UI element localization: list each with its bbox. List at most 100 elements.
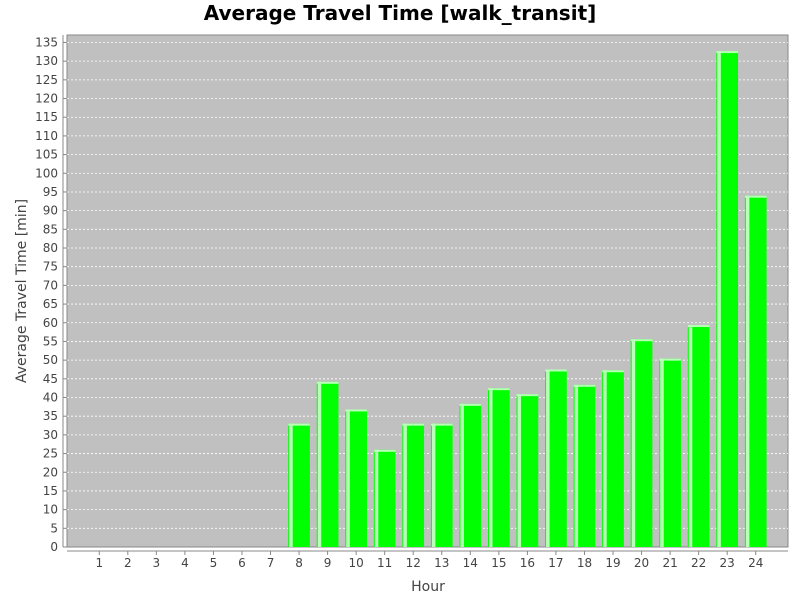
- bar-top-edge-hour-16: [516, 394, 539, 397]
- bar-top-edge-hour-12: [402, 423, 425, 426]
- x-tick-label: 7: [267, 556, 275, 570]
- x-tick-label: 22: [691, 556, 706, 570]
- bar-hour-19: [602, 370, 624, 547]
- bar-hour-24: [744, 195, 767, 547]
- x-tick-label: 16: [520, 556, 535, 570]
- bar-hour-14: [459, 403, 482, 547]
- bar-highlight-hour-8: [289, 423, 293, 547]
- x-tick-label: 14: [463, 556, 478, 570]
- y-tick-label: 120: [35, 92, 58, 106]
- y-tick-label: 20: [43, 465, 58, 479]
- y-tick-label: 30: [43, 428, 58, 442]
- y-axis-label: Average Travel Time [min]: [14, 199, 30, 383]
- bar-highlight-hour-11: [374, 449, 379, 547]
- y-tick-label: 10: [43, 503, 58, 517]
- y-tick-label: 15: [43, 484, 58, 498]
- bars: [288, 51, 767, 548]
- x-tick-label: 17: [548, 556, 563, 570]
- bar-top-edge-hour-13: [430, 423, 453, 426]
- bar-hour-11: [373, 449, 396, 547]
- x-tick-label: 20: [634, 556, 649, 570]
- y-tick-label: 85: [43, 222, 58, 236]
- y-tick-label: 100: [35, 166, 58, 180]
- bar-top-edge-hour-17: [545, 369, 567, 372]
- x-tick-label: 19: [605, 556, 620, 570]
- y-tick-label: 70: [43, 278, 58, 292]
- x-tick-label: 24: [748, 556, 763, 570]
- bar-highlight-hour-12: [403, 423, 407, 547]
- y-tick-label: 35: [43, 409, 58, 423]
- bar-hour-22: [687, 325, 710, 547]
- x-tick-label: 12: [406, 556, 421, 570]
- y-tick-label: 125: [35, 73, 58, 87]
- x-tick-label: 23: [720, 556, 735, 570]
- bar-highlight-hour-22: [688, 325, 693, 547]
- y-tick-label: 105: [35, 148, 58, 162]
- bar-top-edge-hour-21: [659, 358, 681, 361]
- y-tick-label: 65: [43, 297, 58, 311]
- y-tick-label: 95: [43, 185, 58, 199]
- bar-top-edge-hour-11: [373, 449, 396, 452]
- y-tick-label: 80: [43, 241, 58, 255]
- x-tick-label: 18: [577, 556, 592, 570]
- bar-top-edge-hour-20: [630, 339, 653, 342]
- x-tick-label: 4: [181, 556, 189, 570]
- bar-highlight-hour-18: [574, 384, 579, 547]
- bar-hour-21: [659, 358, 681, 547]
- bar-hour-9: [316, 381, 339, 547]
- y-tick-label: 110: [35, 129, 58, 143]
- bar-highlight-hour-17: [546, 369, 550, 547]
- y-tick-label: 5: [50, 521, 58, 535]
- x-tick-label: 3: [153, 556, 161, 570]
- y-tick-label: 130: [35, 54, 58, 68]
- bar-top-edge-hour-22: [687, 325, 710, 328]
- y-tick-label: 25: [43, 447, 58, 461]
- bar-highlight-hour-16: [517, 394, 522, 547]
- bar-hour-12: [402, 423, 425, 547]
- y-tick-label: 115: [35, 110, 58, 124]
- bar-hour-17: [545, 369, 567, 547]
- bar-hour-15: [488, 388, 510, 547]
- bar-highlight-hour-13: [431, 423, 436, 547]
- x-tick-label: 1: [95, 556, 103, 570]
- x-axis-label: Hour: [411, 579, 445, 595]
- bar-hour-16: [516, 394, 539, 547]
- bar-hour-8: [288, 423, 310, 547]
- bar-highlight-hour-19: [603, 370, 607, 547]
- x-axis: 1 2 3 4 5 6 7 8 9 10 11 12 13 14 15 16 17 18 19 20 21 22 23 24: [67, 550, 788, 570]
- bar-top-edge-hour-24: [744, 195, 767, 198]
- bar-highlight-hour-10: [346, 409, 350, 547]
- x-tick-label: 6: [238, 556, 246, 570]
- bar-top-edge-hour-15: [488, 388, 510, 391]
- bar-top-edge-hour-9: [316, 381, 339, 384]
- x-tick-label: 5: [210, 556, 218, 570]
- bar-highlight-hour-23: [717, 51, 721, 548]
- bar-hour-18: [573, 384, 596, 547]
- x-tick-label: 8: [295, 556, 303, 570]
- y-tick-label: 55: [43, 334, 58, 348]
- bar-hour-23: [716, 51, 739, 548]
- bar-top-edge-hour-23: [716, 51, 739, 54]
- y-tick-label: 40: [43, 391, 58, 405]
- bar-hour-13: [430, 423, 453, 547]
- y-tick-label: 60: [43, 316, 58, 330]
- x-tick-label: 11: [377, 556, 392, 570]
- y-tick-label: 90: [43, 204, 58, 218]
- y-tick-label: 75: [43, 260, 58, 274]
- x-tick-label: 10: [349, 556, 364, 570]
- y-tick-label: 135: [35, 35, 58, 49]
- bar-highlight-hour-15: [489, 388, 493, 547]
- bar-hour-10: [345, 409, 367, 547]
- bar-highlight-hour-20: [631, 339, 636, 547]
- bar-top-edge-hour-19: [602, 370, 624, 373]
- y-tick-label: 0: [50, 540, 58, 554]
- bar-highlight-hour-14: [460, 403, 464, 547]
- chart-title: Average Travel Time [walk_transit]: [204, 1, 597, 25]
- bar-highlight-hour-9: [317, 381, 322, 547]
- y-tick-label: 45: [43, 372, 58, 386]
- bar-highlight-hour-24: [745, 195, 750, 547]
- bar-hour-20: [630, 339, 653, 547]
- y-axis: 0 5 10 15 20 25 30 35 40 45 50 55 60 65 70 75 80 85 90 95 10…: [35, 35, 67, 554]
- bar-top-edge-hour-10: [345, 409, 367, 412]
